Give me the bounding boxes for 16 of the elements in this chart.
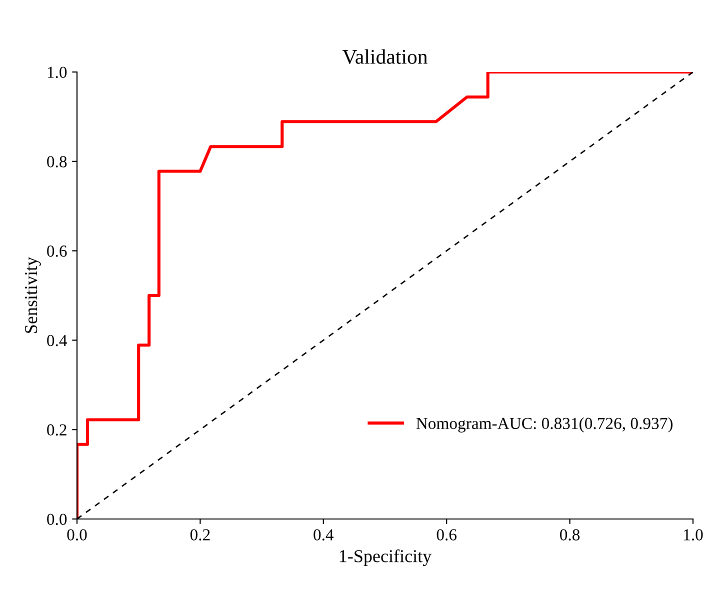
chart-title: Validation xyxy=(342,49,428,64)
x-tick-label: 0.8 xyxy=(560,529,580,541)
legend-label: Nomogram-AUC: 0.831(0.726, 0.937) xyxy=(416,417,673,432)
x-tick-label: 0.2 xyxy=(190,529,210,541)
x-tick-label: 0.0 xyxy=(67,529,87,541)
y-tick-label: 0.4 xyxy=(47,334,68,346)
y-tick-label: 1.0 xyxy=(48,66,67,78)
x-tick-label: 0.4 xyxy=(314,529,334,541)
x-axis-title: 1-Specificity xyxy=(340,549,432,566)
y-axis-title: Sensitivity xyxy=(25,256,41,333)
y-tick-label: 0.6 xyxy=(47,246,67,257)
x-tick-label: 0.6 xyxy=(436,529,457,541)
y-tick-label: 0.2 xyxy=(47,424,66,436)
x-tick-label: 1.0 xyxy=(684,529,703,541)
y-tick-label: 0.8 xyxy=(47,156,67,168)
y-tick-label: 0.0 xyxy=(47,514,67,526)
